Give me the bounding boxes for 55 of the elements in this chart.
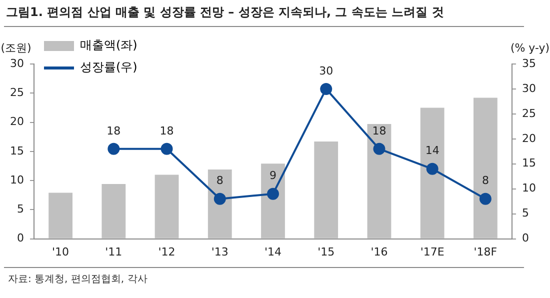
y-tick-label: 20 — [10, 115, 24, 128]
x-tick-label: '17E — [420, 245, 444, 258]
point — [479, 192, 492, 205]
bar — [261, 164, 285, 238]
y-tick-label: 5 — [16, 202, 24, 216]
y2-tick-label: 35 — [522, 56, 536, 70]
data-label: 30 — [319, 64, 334, 78]
x-tick-label: '18F — [474, 245, 498, 258]
bar — [154, 174, 179, 238]
y2-tick-label: 0 — [522, 232, 530, 245]
x-tick-label: '11 — [105, 245, 122, 258]
bar — [102, 184, 126, 238]
y2-tick-label: 10 — [522, 182, 536, 195]
y-tick-label: 15 — [10, 144, 24, 158]
data-label: 18 — [160, 124, 174, 138]
y2-tick-label: 25 — [522, 106, 536, 120]
y2-tick-label: 5 — [522, 206, 530, 220]
bar — [208, 169, 232, 238]
data-label: 14 — [425, 144, 440, 158]
chart-title: 그림1. 편의점 산업 매출 및 성장률 전망 – 성장은 지속되나, 그 속도는 느려질 것 — [6, 4, 444, 21]
point — [160, 142, 173, 155]
y-tick-label: 10 — [10, 173, 24, 186]
bar — [420, 108, 444, 238]
y2-tick-label: 20 — [522, 132, 536, 145]
point — [426, 162, 438, 175]
point — [214, 192, 226, 205]
x-tick-label: '15 — [318, 245, 335, 258]
data-label: 8 — [216, 174, 224, 188]
legend-label: 매출액(좌) — [80, 38, 138, 52]
data-label: 8 — [482, 174, 489, 188]
data-label: 9 — [270, 169, 276, 182]
x-tick-label: '14 — [264, 245, 282, 258]
legend-label: 성장률(우) — [80, 60, 138, 74]
point — [267, 188, 279, 200]
point — [373, 142, 386, 155]
x-tick-label: '16 — [370, 245, 388, 258]
bar — [48, 192, 73, 238]
data-label: 18 — [372, 124, 386, 138]
y-tick-label: 30 — [10, 56, 24, 70]
y-axis-title: (조원) — [0, 41, 32, 54]
bar — [314, 141, 338, 238]
bar — [473, 98, 498, 238]
y-tick-label: 0 — [16, 232, 24, 245]
y2-tick-label: 30 — [522, 82, 536, 95]
text: 자료: 통계청, 편의점협회, 각사 — [8, 273, 148, 286]
data-label: 18 — [106, 124, 121, 138]
point — [320, 82, 332, 95]
y-tick-label: 25 — [10, 86, 24, 99]
x-tick-label: '10 — [52, 245, 70, 258]
point — [108, 142, 120, 155]
y2-tick-label: 15 — [522, 156, 536, 170]
x-tick-label: '13 — [211, 245, 228, 258]
y2-axis-title: (% y-y) — [510, 41, 550, 54]
bar — [367, 124, 392, 238]
x-tick-label: '12 — [158, 245, 176, 258]
